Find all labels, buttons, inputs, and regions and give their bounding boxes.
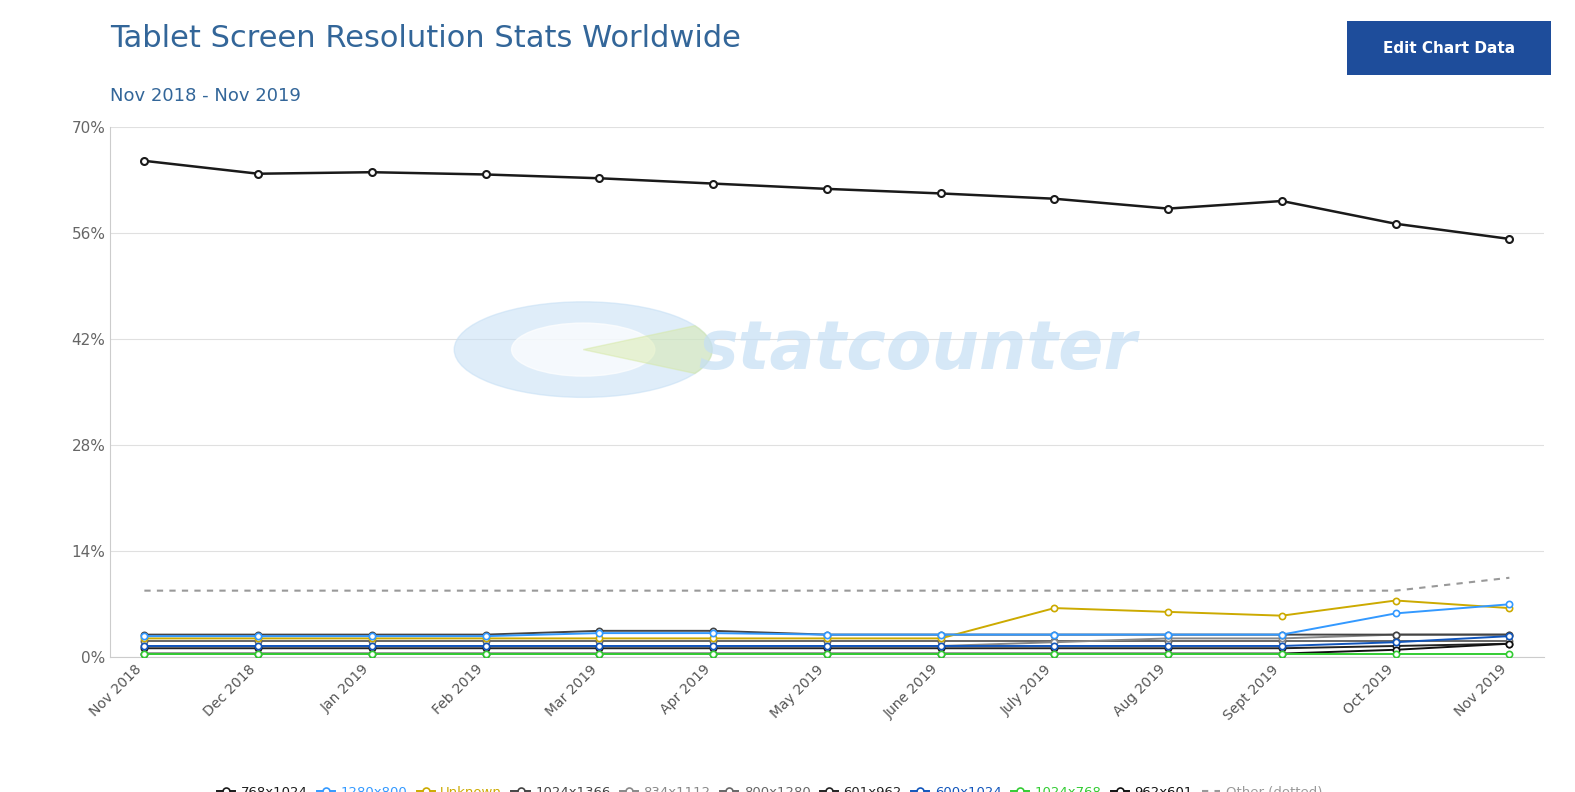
Legend: 768x1024, 1280x800, Unknown, 1024x1366, 834x1112, 800x1280, 601x962, 600x1024, 1: 768x1024, 1280x800, Unknown, 1024x1366, … bbox=[211, 781, 1328, 792]
Circle shape bbox=[512, 323, 655, 376]
Text: statcounter: statcounter bbox=[698, 317, 1136, 383]
Circle shape bbox=[454, 302, 712, 398]
Wedge shape bbox=[583, 326, 712, 374]
Text: Nov 2018 - Nov 2019: Nov 2018 - Nov 2019 bbox=[110, 87, 301, 105]
Text: Tablet Screen Resolution Stats Worldwide: Tablet Screen Resolution Stats Worldwide bbox=[110, 24, 742, 53]
Text: Edit Chart Data: Edit Chart Data bbox=[1383, 41, 1515, 55]
